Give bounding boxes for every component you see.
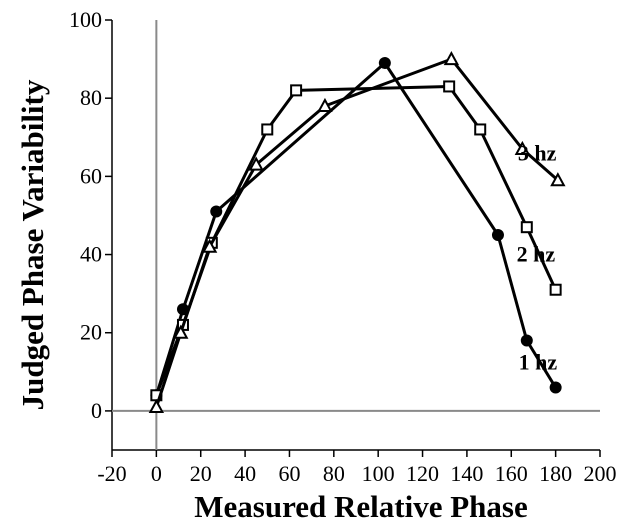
series-1-hz (150, 57, 561, 401)
data-point (444, 81, 454, 91)
x-tick-label: 40 (234, 461, 256, 486)
x-tick-label: 120 (406, 461, 439, 486)
x-tick-label: 140 (450, 461, 483, 486)
y-tick-label: 40 (80, 242, 102, 267)
data-point (551, 285, 561, 295)
data-point (522, 222, 532, 232)
x-tick-label: 0 (151, 461, 162, 486)
series-label: 3 hz (518, 140, 557, 165)
series-layer (150, 53, 563, 412)
data-point (150, 401, 162, 412)
series-label: 1 hz (519, 349, 558, 374)
data-point (492, 229, 504, 241)
x-tick-label: -20 (97, 461, 126, 486)
data-point (291, 85, 301, 95)
x-axis-title: Measured Relative Phase (194, 489, 527, 524)
x-tick-label: 60 (278, 461, 300, 486)
data-point (521, 335, 533, 347)
y-tick-label: 0 (91, 398, 102, 423)
x-tick-label: 180 (539, 461, 572, 486)
data-point (262, 124, 272, 134)
series-label: 2 hz (517, 242, 556, 267)
y-axis-title: Judged Phase Variability (15, 79, 50, 410)
x-tick-label: 80 (323, 461, 345, 486)
x-tick-label: 20 (190, 461, 212, 486)
data-point (379, 57, 391, 69)
y-tick-label: 100 (69, 7, 102, 32)
data-point (475, 124, 485, 134)
y-tick-label: 20 (80, 320, 102, 345)
x-tick-label: 200 (584, 461, 617, 486)
x-tick-label: 160 (495, 461, 528, 486)
y-tick-label: 80 (80, 85, 102, 110)
y-tick-label: 60 (80, 163, 102, 188)
data-point (550, 381, 562, 393)
x-tick-label: 100 (362, 461, 395, 486)
axes (112, 20, 600, 450)
data-point (445, 53, 457, 64)
data-point (210, 206, 222, 218)
